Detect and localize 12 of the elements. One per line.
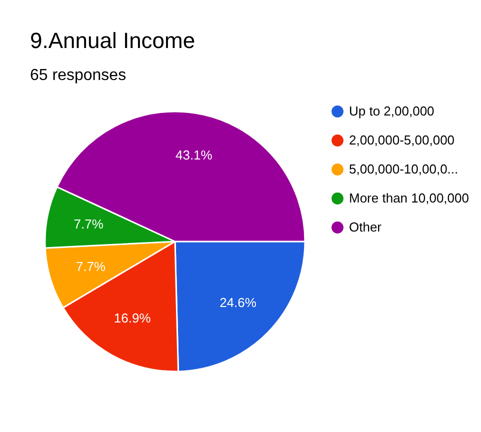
data-label: 7.7% bbox=[74, 216, 104, 232]
legend-label: Up to 2,00,000 bbox=[349, 104, 434, 118]
legend-label: 2,00,000-5,00,000 bbox=[349, 132, 455, 148]
legend-label: More than 10,00,000 bbox=[349, 190, 469, 206]
data-label: 7.7% bbox=[76, 258, 106, 274]
legend-label: Other bbox=[349, 220, 382, 234]
chart-subtitle: 65 responses bbox=[30, 67, 126, 84]
data-label: 24.6% bbox=[220, 294, 257, 310]
chart-title: 9.Annual Income bbox=[30, 28, 196, 53]
data-label: 16.9% bbox=[114, 310, 152, 326]
data-label: 43.1% bbox=[175, 148, 213, 163]
legend-label: 5,00,000-10,00,0... bbox=[349, 162, 458, 176]
